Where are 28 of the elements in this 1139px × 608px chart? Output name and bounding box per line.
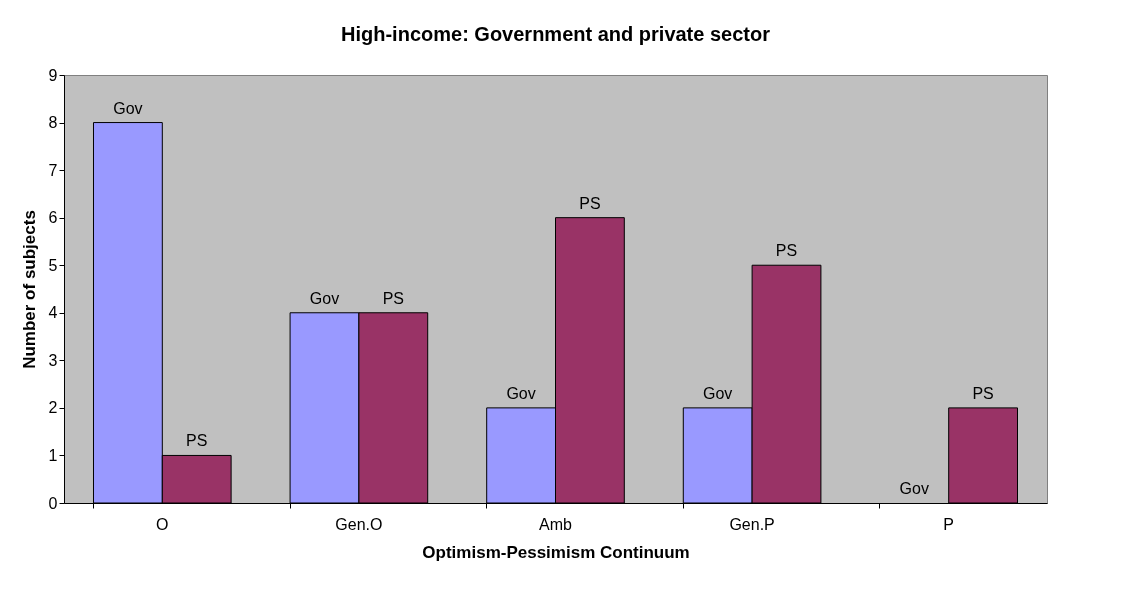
x-axis-title: Optimism-Pessimism Continuum	[422, 542, 690, 562]
text: Gov	[899, 480, 929, 497]
y-tick-label: 3	[48, 351, 58, 369]
x-tick-label: Amb	[539, 515, 573, 533]
chart-title: High-income: Government and private sector	[341, 23, 771, 45]
text: PS	[775, 242, 798, 260]
y-tick-label: 8	[48, 114, 58, 132]
x-tick-label: P	[943, 515, 955, 533]
text: Gov	[506, 384, 536, 402]
y-tick-label: 9	[48, 66, 58, 84]
x-tick-label: Gen.P	[729, 515, 775, 533]
series-label: PS	[186, 432, 208, 450]
x-tick-label: Gen.O	[335, 515, 383, 533]
y-tick-label: 6	[48, 209, 58, 227]
series-label: Gov	[113, 99, 143, 117]
y-tick-label: 0	[48, 494, 58, 512]
y-tick-label: 7	[48, 161, 58, 179]
text: Gov	[703, 384, 733, 402]
y-axis-title: Number of subjects	[19, 210, 39, 369]
text: PS	[382, 289, 404, 307]
text: Gov	[309, 289, 340, 307]
text: PS	[972, 384, 994, 402]
y-tick-label: 2	[48, 399, 58, 417]
x-tick-label: O	[156, 515, 169, 533]
text: PS	[579, 194, 601, 212]
y-tick-label: 1	[48, 446, 58, 464]
y-tick-label: 4	[48, 304, 58, 322]
y-tick-label: 5	[48, 256, 58, 274]
